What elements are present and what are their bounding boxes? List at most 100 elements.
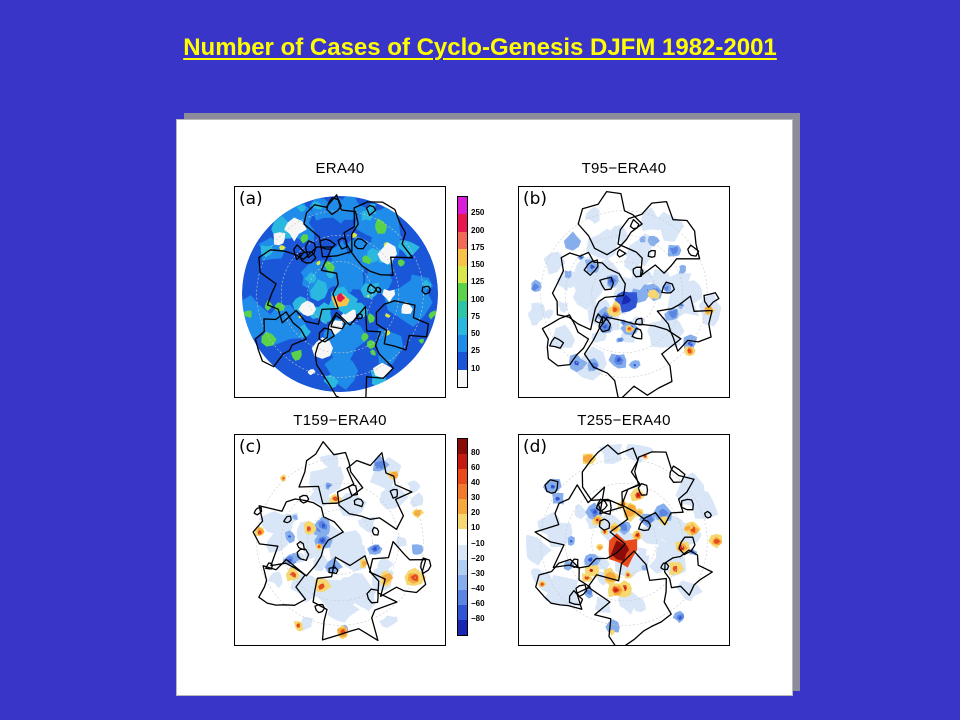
coastline-shape	[534, 484, 629, 569]
field-gap	[377, 242, 397, 265]
field-contour-pos20	[597, 545, 604, 550]
field-contour-neg10	[591, 330, 607, 344]
field-contour-neg40	[669, 246, 679, 255]
field-contour-neg10	[676, 580, 703, 602]
field-contour-100	[243, 310, 252, 318]
latitude-circle	[540, 458, 708, 626]
latitude-circle	[564, 234, 684, 354]
colorbar-swatch	[458, 454, 467, 470]
field-contour-neg10	[675, 472, 705, 507]
field-contour-neg60	[322, 523, 326, 528]
field-contour-neg10	[319, 454, 339, 468]
field-contour-50	[310, 279, 328, 302]
island-shape	[375, 286, 382, 293]
coastline-shape	[314, 305, 394, 397]
coastline-group	[254, 194, 431, 397]
field-contour-neg60	[550, 484, 556, 489]
island-shape	[347, 484, 359, 496]
field-contour-100	[367, 313, 375, 324]
island-shape	[544, 479, 559, 494]
island-shape	[678, 536, 696, 556]
field-contour-25	[410, 274, 434, 300]
colorbar-swatch	[458, 352, 467, 371]
island-shape	[549, 336, 565, 349]
latitude-circles	[256, 458, 424, 626]
field-contour-pos20	[684, 525, 692, 531]
panel-a-map: (a)	[234, 186, 446, 398]
coastline-shape	[298, 441, 364, 505]
field-contour-neg60	[579, 256, 583, 259]
field-contour-neg10	[609, 225, 628, 244]
field-contour-neg40	[659, 508, 669, 518]
field-contour-pos40	[289, 571, 297, 578]
field-contour-pos40	[306, 526, 311, 532]
panel-d-letter: (d)	[523, 437, 548, 457]
field-contour-pos40	[672, 565, 678, 572]
colorbar-swatch	[458, 197, 467, 215]
island-shape	[366, 283, 377, 294]
field-contour-pos40	[317, 545, 321, 548]
field-contour-neg40	[668, 309, 678, 319]
field-contour-100	[323, 260, 335, 272]
field-contour-neg40	[663, 285, 669, 292]
field-contour-50	[353, 302, 368, 318]
field-contour-neg60	[616, 357, 622, 362]
field-contour-neg20	[678, 264, 686, 274]
field-contour-25	[242, 295, 270, 340]
field-contour-neg10	[309, 466, 344, 495]
coastline-shape	[258, 558, 307, 606]
field-contour-50	[299, 324, 311, 338]
field-contour-neg10	[557, 301, 568, 313]
island-shape	[365, 204, 377, 217]
island-shape	[326, 197, 342, 216]
field-contour-neg60	[680, 304, 683, 307]
colorbar-tick-label: 25	[471, 346, 480, 356]
panel-field-svg	[242, 194, 438, 397]
coastline-group	[534, 444, 713, 645]
island-shape	[328, 566, 339, 575]
field-contour-neg10	[259, 511, 289, 534]
field-contour-100	[370, 349, 376, 356]
field-contour-neg20	[647, 235, 660, 247]
colorbar-absolute	[457, 196, 468, 388]
field-contour-pos60	[604, 530, 606, 533]
colorbar-tick-label: 10	[471, 523, 480, 533]
field-contour-pos40	[713, 538, 721, 544]
island-shape	[298, 251, 317, 264]
field-contour-neg40	[374, 460, 386, 470]
field-contour-neg10	[574, 504, 589, 520]
field-contour-neg40	[586, 589, 592, 595]
panel-field-svg	[252, 441, 432, 642]
field-contour-pos60	[636, 533, 639, 537]
island-shape	[598, 315, 612, 333]
field-contour-125	[279, 245, 286, 251]
colorbar-tick-label: −10	[471, 538, 485, 548]
coastline-shape	[312, 555, 398, 642]
island-shape	[687, 244, 700, 257]
colorbar-swatch	[458, 499, 467, 515]
colorbar-swatch	[458, 559, 467, 576]
field-contour-neg60	[587, 557, 593, 562]
island-shape	[703, 292, 720, 308]
field-contour-neg10	[343, 532, 356, 545]
field-contour-neg60	[372, 546, 377, 551]
field-layer	[254, 454, 427, 640]
island-shape	[353, 238, 368, 250]
field-contour-neg10	[637, 523, 664, 545]
field-contour-pos40	[296, 623, 301, 628]
coastline-shape	[303, 194, 359, 258]
panel-c-map: (c)	[234, 434, 446, 646]
colorbar-swatch	[458, 484, 467, 500]
latitude-circle	[307, 509, 373, 575]
field-contour-neg10	[379, 615, 392, 628]
island-shape	[637, 482, 649, 496]
field-contour-100	[300, 234, 309, 244]
field-contour-pos40	[332, 496, 338, 502]
field-contour-100	[418, 338, 424, 344]
field-contour-neg10	[537, 512, 561, 538]
field-contour-neg10	[664, 273, 692, 302]
colorbar-tick-label: 100	[471, 294, 485, 304]
latitude-circle	[591, 261, 657, 327]
coastline-shape	[587, 550, 672, 645]
colorbar-tick-label: 250	[471, 208, 485, 218]
